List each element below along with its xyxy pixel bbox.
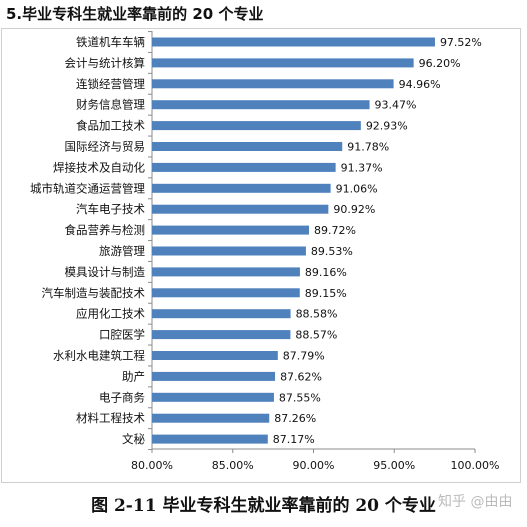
- value-label: 88.57%: [295, 329, 337, 342]
- bar: [152, 183, 331, 193]
- category-label: 焊接技术及自动化: [53, 160, 145, 174]
- category-label: 旅游管理: [99, 244, 145, 258]
- x-tick-label: 80.00%: [131, 459, 173, 472]
- value-label: 94.96%: [399, 78, 441, 91]
- category-label: 财务信息管理: [76, 98, 145, 112]
- bar: [152, 288, 300, 298]
- x-tick-label: 90.00%: [293, 459, 335, 472]
- category-label: 连锁经营管理: [76, 77, 145, 91]
- bar: [152, 330, 291, 340]
- value-label: 91.78%: [347, 141, 389, 154]
- category-label: 水利水电建筑工程: [53, 349, 145, 363]
- bar: [152, 79, 394, 89]
- value-label: 87.17%: [273, 433, 315, 446]
- watermark: 知乎 @由由: [438, 494, 513, 510]
- chart-frame: [1, 28, 521, 483]
- category-label: 汽车电子技术: [76, 202, 145, 216]
- category-label: 国际经济与贸易: [65, 140, 146, 154]
- bar: [152, 142, 343, 151]
- bar: [152, 413, 270, 423]
- bar: [152, 37, 435, 47]
- value-label: 88.58%: [296, 308, 338, 321]
- category-label: 城市轨道交通运营管理: [30, 181, 145, 195]
- bar: [152, 309, 291, 319]
- figure-caption: 图 2-11 毕业专科生就业率靠前的 20 个专业: [91, 496, 436, 516]
- x-tick-label: 85.00%: [212, 459, 254, 472]
- value-label: 92.93%: [366, 120, 408, 133]
- bar: [152, 121, 361, 131]
- category-label: 电子商务: [99, 390, 145, 404]
- category-label: 助产: [122, 369, 145, 383]
- x-tick-label: 95.00%: [373, 459, 415, 472]
- value-label: 87.26%: [274, 412, 316, 425]
- bar: [152, 351, 278, 360]
- bar: [152, 267, 300, 277]
- value-label: 93.47%: [375, 99, 417, 112]
- bar: [152, 434, 268, 444]
- value-label: 96.20%: [419, 57, 461, 70]
- bar-chart: 铁道机车车辆 97.52% 会计与统计核算 96.20% 连锁经营管理 94.96% 财务信…: [30, 31, 500, 472]
- value-label: 87.79%: [283, 350, 325, 363]
- value-label: 89.15%: [305, 287, 347, 300]
- value-label: 91.06%: [336, 182, 378, 195]
- section-heading: 5.毕业专科生就业率靠前的 20 个专业: [6, 5, 264, 23]
- category-label: 文秘: [122, 432, 145, 446]
- category-label: 会计与统计核算: [65, 56, 146, 70]
- bar: [152, 100, 370, 110]
- x-tick-label: 100.00%: [451, 459, 500, 472]
- value-label: 97.52%: [440, 36, 482, 49]
- bar: [152, 162, 336, 172]
- bar: [152, 58, 414, 68]
- value-label: 89.16%: [305, 266, 347, 279]
- value-label: 87.62%: [280, 370, 322, 383]
- bar: [152, 371, 276, 381]
- value-label: 91.37%: [341, 161, 383, 174]
- bar: [152, 225, 309, 235]
- category-label: 铁道机车车辆: [76, 35, 145, 49]
- bar: [152, 392, 274, 402]
- category-label: 模具设计与制造: [65, 265, 146, 279]
- category-label: 食品加工技术: [76, 119, 145, 133]
- value-label: 90.92%: [333, 203, 375, 216]
- bar: [152, 246, 306, 256]
- category-label: 汽车制造与装配技术: [42, 286, 146, 300]
- category-label: 口腔医学: [99, 328, 145, 342]
- bar: [152, 204, 329, 214]
- category-label: 材料工程技术: [76, 411, 145, 425]
- category-label: 食品营养与检测: [65, 223, 146, 237]
- value-label: 87.55%: [279, 391, 321, 404]
- value-label: 89.53%: [311, 245, 353, 258]
- value-label: 89.72%: [314, 224, 356, 237]
- category-label: 应用化工技术: [76, 307, 145, 321]
